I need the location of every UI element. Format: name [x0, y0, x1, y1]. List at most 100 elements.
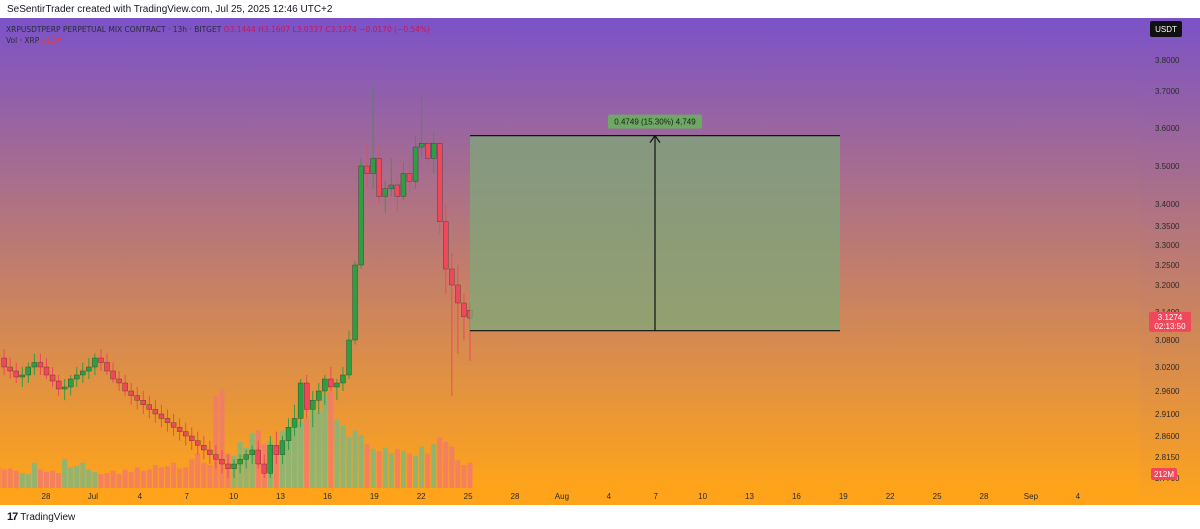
time-axis-label: 13 — [745, 492, 754, 501]
volume-bar — [346, 437, 352, 488]
volume-bar — [92, 471, 98, 488]
candle-body — [273, 445, 280, 455]
tradingview-brand: TradingView — [20, 511, 76, 523]
candle-body — [140, 400, 146, 405]
volume-bar — [425, 453, 431, 488]
price-axis[interactable]: USDT 3.8000 3.7000 3.6000 3.5000 3.4000 3.3500… — [1149, 21, 1191, 483]
candle-body — [201, 445, 207, 451]
currency-label: USDT — [1155, 25, 1177, 34]
volume-bar — [413, 455, 419, 488]
volume-bar — [431, 444, 437, 488]
time-axis-label: 28 — [42, 492, 51, 501]
candle-body — [189, 435, 195, 441]
tradingview-logo[interactable]: 17 TradingView — [7, 511, 75, 523]
volume-bar — [7, 468, 13, 488]
candle-body — [68, 378, 74, 388]
volume-bar — [152, 465, 158, 488]
candle-body — [86, 366, 92, 372]
candle-body — [116, 378, 122, 384]
volume-tag — [1151, 468, 1177, 480]
volume-bar — [25, 474, 31, 488]
volume-bar — [340, 425, 346, 488]
chart-area[interactable]: 0.4749 (15.30%) 4,749 USDT 3.8000 3.7000 3.… — [0, 18, 1200, 505]
price-tick-label: 3.0800 — [1155, 336, 1180, 345]
time-axis-label: 19 — [370, 492, 379, 501]
time-axis-label: 10 — [229, 492, 238, 501]
volume-bar — [310, 407, 316, 488]
volume-bar — [358, 435, 364, 488]
volume-bar — [286, 428, 291, 488]
time-axis-label: 28 — [980, 492, 989, 501]
header-text: SeSentirTrader created with TradingView.… — [7, 3, 333, 15]
volume-bar — [388, 453, 394, 488]
volume-bar — [334, 419, 340, 488]
countdown-label: 02:13:50 — [1154, 322, 1186, 331]
price-tick-label: 2.9100 — [1155, 410, 1180, 419]
volume-bar — [394, 448, 400, 488]
volume-bar — [328, 391, 334, 488]
candle-body — [213, 454, 219, 460]
candle-body — [303, 382, 310, 410]
candle-body — [322, 378, 328, 392]
volume-bar — [455, 460, 461, 488]
volume-bar — [189, 459, 195, 488]
candle-body — [370, 158, 376, 174]
candle-body — [13, 370, 19, 378]
volume-bar — [177, 468, 183, 488]
last-price-tag — [1149, 311, 1191, 332]
candle-body — [225, 463, 231, 469]
candle-body — [43, 366, 50, 376]
price-tick-label: 3.6000 — [1155, 124, 1180, 133]
time-axis-label: 4 — [138, 492, 143, 501]
legend-change: −0.0170 (−0.54%) — [359, 25, 431, 34]
price-tick-label: 3.2500 — [1155, 261, 1180, 270]
volume-bar — [316, 412, 322, 488]
candle-body — [158, 413, 165, 419]
volume-bar — [298, 421, 304, 488]
volume-bar — [0, 467, 1, 488]
candle-body — [418, 143, 425, 148]
time-axis-label: 16 — [792, 492, 801, 501]
candle-body — [316, 390, 322, 401]
time-axis-label: 25 — [933, 492, 942, 501]
chart-svg[interactable]: 0.4749 (15.30%) 4,749 USDT 3.8000 3.7000 3.… — [0, 18, 1200, 505]
candle-body — [62, 386, 68, 390]
measure-tool[interactable]: 0.4749 (15.30%) 4,749 — [470, 114, 840, 332]
candle-body — [255, 449, 261, 465]
candle-body — [98, 357, 104, 363]
time-axis-label: 7 — [653, 492, 658, 501]
volume-bar — [382, 447, 388, 488]
volume-bar — [13, 470, 19, 488]
volume-bar — [98, 474, 104, 488]
candle-body — [449, 268, 455, 286]
candle-body — [195, 440, 201, 446]
candle-body — [128, 390, 134, 396]
candle-body — [291, 418, 298, 428]
time-axis-label: 28 — [511, 492, 520, 501]
price-tick-label: 2.9600 — [1155, 387, 1180, 396]
time-axis-label: Aug — [555, 492, 569, 501]
price-axis-bg — [1140, 18, 1200, 505]
chart-header: SeSentirTrader created with TradingView.… — [0, 0, 1200, 18]
price-tick-label: 3.2000 — [1155, 281, 1180, 290]
volume-bar — [110, 470, 116, 488]
volume-bar — [1, 469, 7, 488]
candle-body — [146, 404, 153, 410]
volume-bar — [376, 451, 382, 488]
tradingview-logo-icon: 17 — [7, 511, 18, 523]
price-tick-label: 3.5000 — [1155, 162, 1180, 171]
legend-high: H3.1607 — [258, 25, 291, 34]
candle-body — [388, 184, 395, 189]
time-axis[interactable]: 28 Jul 4 7 10 13 16 19 22 25 28 Aug 4 7 10 13 16 19 22 25 28… — [42, 492, 1081, 501]
time-axis-label: 22 — [417, 492, 426, 501]
volume-bar — [104, 473, 110, 488]
volume-bar — [400, 451, 406, 488]
measure-arrow-head — [649, 134, 661, 143]
volume-bar — [140, 470, 146, 488]
candle-body — [74, 374, 80, 380]
candle-body — [310, 400, 316, 410]
candle-body — [37, 362, 44, 368]
candle-body — [80, 370, 86, 376]
legend-symbol-line: XRPUSDTPERP PERPETUAL MIX CONTRACT · 13h… — [6, 24, 430, 35]
price-tick-label: 3.7000 — [1155, 87, 1180, 96]
